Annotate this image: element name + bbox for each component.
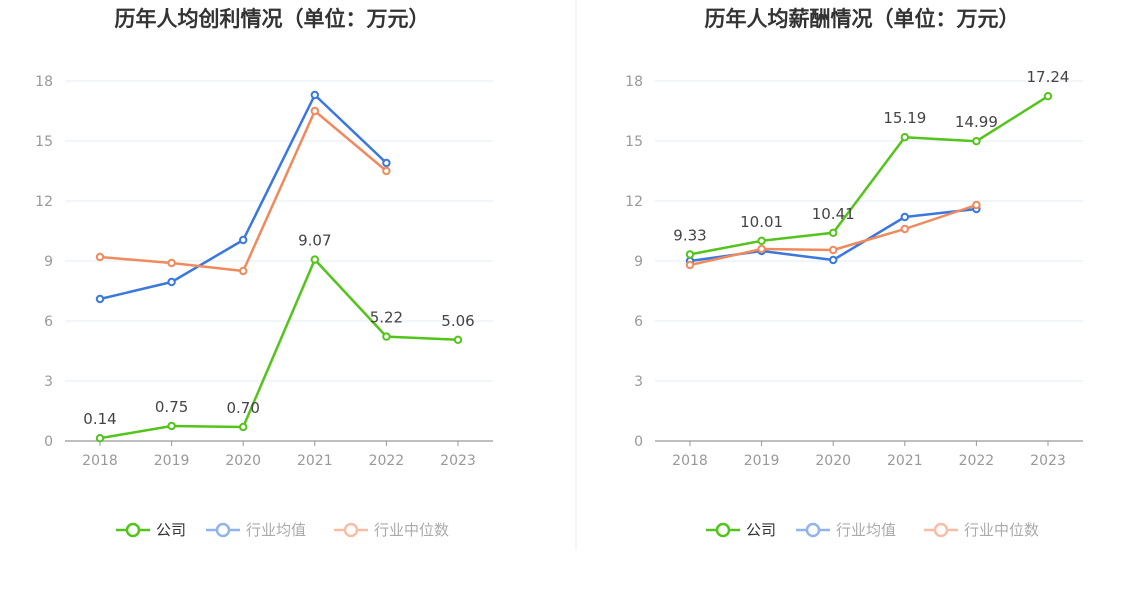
legend-label: 行业均值 xyxy=(836,521,896,539)
y-tick-label: 9 xyxy=(44,254,53,270)
data-label: 10.01 xyxy=(740,213,783,231)
data-point-median xyxy=(972,200,981,210)
data-label: 14.99 xyxy=(955,113,998,131)
data-label: 9.33 xyxy=(673,226,706,244)
legend-label: 行业均值 xyxy=(246,521,306,539)
data-label: 5.06 xyxy=(441,312,474,330)
chart-title: 历年人均创利情况（单位：万元） xyxy=(115,7,430,31)
x-tick-label: 2023 xyxy=(1030,453,1066,469)
data-point-median xyxy=(829,245,838,255)
circle-line-icon xyxy=(343,522,359,538)
y-tick-label: 9 xyxy=(634,254,643,270)
data-label: 5.22 xyxy=(370,309,403,327)
data-label: 9.07 xyxy=(298,232,331,250)
legend-label: 行业中位数 xyxy=(374,521,449,539)
y-tick-label: 18 xyxy=(625,74,643,90)
legend-item-company: 公司 xyxy=(706,521,776,539)
data-point-company xyxy=(382,332,391,341)
circle-line-icon xyxy=(715,522,731,538)
series-line-median xyxy=(99,109,388,273)
legend-item-median: 行业中位数 xyxy=(924,521,1039,539)
data-point-company xyxy=(829,228,838,238)
data-point-company xyxy=(1043,92,1053,101)
data-point-avg xyxy=(310,90,319,100)
y-tick-label: 15 xyxy=(625,134,643,150)
chart-panel-2: 历年人均薪酬情况（单位：万元） 0 3 6 9 12 15 18 2018 2019 2020 202… xyxy=(625,7,1083,539)
data-point-median xyxy=(239,266,248,276)
y-tick-label: 6 xyxy=(44,314,53,330)
series-line-company xyxy=(99,258,459,440)
x-tick-label: 2018 xyxy=(672,453,708,469)
legend-label: 公司 xyxy=(746,521,776,539)
data-point-avg xyxy=(95,294,105,304)
legend-item-avg: 行业均值 xyxy=(206,521,306,539)
legend-item-median: 行业中位数 xyxy=(334,521,449,539)
data-point-company xyxy=(685,250,695,259)
series-line-company xyxy=(689,95,1049,256)
data-point-median xyxy=(167,258,176,268)
data-label: 0.70 xyxy=(226,399,259,417)
data-point-median xyxy=(310,106,319,116)
chart-panel-1: 历年人均创利情况（单位：万元） 0 3 6 9 12 15 18 2018 2019 2020 202… xyxy=(35,7,493,539)
legend-item-company: 公司 xyxy=(116,521,186,539)
x-tick-label: 2018 xyxy=(82,453,118,469)
data-point-avg xyxy=(900,212,909,222)
data-label: 10.41 xyxy=(812,205,855,223)
x-tick-label: 2019 xyxy=(154,453,190,469)
data-label: 0.75 xyxy=(155,398,188,416)
circle-line-icon xyxy=(125,522,141,538)
x-tick-label: 2020 xyxy=(225,453,261,469)
data-label: 15.19 xyxy=(883,109,926,127)
data-point-company xyxy=(900,133,909,142)
y-tick-label: 12 xyxy=(625,194,643,210)
x-tick-label: 2022 xyxy=(369,453,405,469)
legend-item-avg: 行业均值 xyxy=(796,521,896,539)
data-point-company xyxy=(453,335,463,344)
data-point-avg xyxy=(829,255,838,265)
data-point-avg xyxy=(239,235,248,245)
x-tick-label: 2021 xyxy=(887,453,923,469)
data-label: 0.14 xyxy=(83,410,116,428)
data-point-company xyxy=(757,236,766,246)
data-point-company xyxy=(95,434,105,443)
data-point-median xyxy=(900,224,909,234)
y-tick-label: 0 xyxy=(44,434,53,450)
y-tick-label: 12 xyxy=(35,194,53,210)
data-point-company xyxy=(167,421,176,431)
y-tick-label: 3 xyxy=(634,374,643,390)
x-tick-label: 2021 xyxy=(297,453,333,469)
data-point-median xyxy=(382,166,391,176)
data-point-median xyxy=(95,252,105,262)
y-tick-label: 15 xyxy=(35,134,53,150)
data-point-company xyxy=(972,137,981,146)
x-tick-label: 2022 xyxy=(959,453,995,469)
data-point-median xyxy=(685,260,695,270)
y-tick-label: 0 xyxy=(634,434,643,450)
data-point-avg xyxy=(167,277,176,287)
data-point-median xyxy=(757,244,766,254)
circle-line-icon xyxy=(215,522,231,538)
x-tick-label: 2020 xyxy=(815,453,851,469)
y-tick-label: 3 xyxy=(44,374,53,390)
data-point-avg xyxy=(382,158,391,168)
y-tick-label: 6 xyxy=(634,314,643,330)
x-tick-label: 2023 xyxy=(440,453,476,469)
x-tick-label: 2019 xyxy=(744,453,780,469)
chart-title: 历年人均薪酬情况（单位：万元） xyxy=(705,7,1020,31)
data-point-company xyxy=(239,422,248,432)
data-label: 17.24 xyxy=(1027,68,1070,86)
legend-label: 行业中位数 xyxy=(964,521,1039,539)
y-tick-label: 18 xyxy=(35,74,53,90)
data-point-company xyxy=(310,255,319,264)
circle-line-icon xyxy=(933,522,949,538)
legend-label: 公司 xyxy=(156,521,186,539)
circle-line-icon xyxy=(805,522,821,538)
